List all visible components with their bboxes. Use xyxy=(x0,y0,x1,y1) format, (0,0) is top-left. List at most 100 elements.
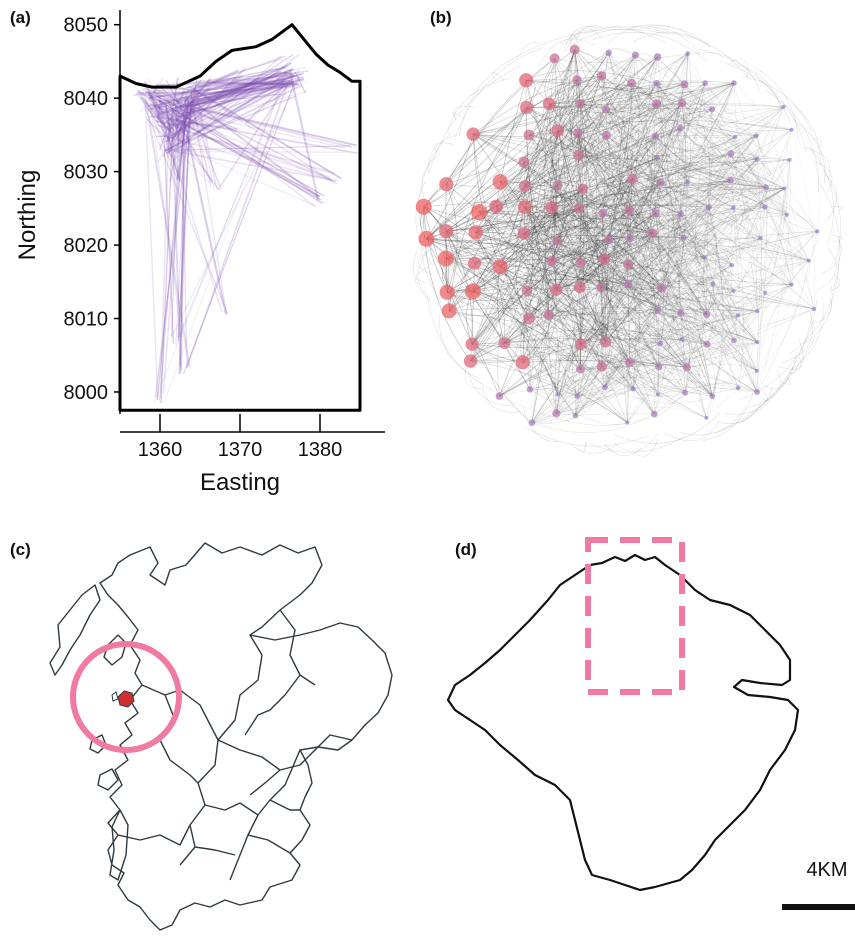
network-edge xyxy=(656,82,734,208)
movement-line xyxy=(145,99,178,180)
network-edge xyxy=(447,210,630,293)
network-edge xyxy=(524,206,660,367)
movement-line xyxy=(194,87,218,191)
movement-line xyxy=(171,109,182,375)
network-edge xyxy=(580,262,713,397)
network-edge xyxy=(578,54,636,156)
skye-outline xyxy=(103,634,127,666)
network-edge xyxy=(604,259,681,314)
network-node xyxy=(569,44,580,55)
movement-chart: 8000 8010 8020 8030 8040 8050 1360 1370 1380 Ea… xyxy=(14,10,385,496)
network-edge xyxy=(601,75,658,159)
network-edge xyxy=(557,130,628,423)
network-edge xyxy=(580,206,710,264)
network-edge xyxy=(632,315,739,390)
movement-line xyxy=(175,98,190,346)
network-edge xyxy=(426,238,662,289)
network-edge xyxy=(627,280,734,292)
network-edge xyxy=(526,54,636,292)
scotland-map xyxy=(49,542,393,931)
network-edge xyxy=(577,133,629,265)
network-edge xyxy=(655,135,736,151)
network-node xyxy=(754,389,760,395)
network-edge xyxy=(570,79,579,156)
network-edge xyxy=(420,184,443,305)
network-edge xyxy=(605,109,710,208)
movement-line xyxy=(171,94,193,142)
network-edge xyxy=(434,142,454,155)
network-node xyxy=(602,130,611,140)
network-edge xyxy=(531,366,603,424)
movement-line xyxy=(149,104,182,336)
network-edge xyxy=(823,169,841,261)
network-edge xyxy=(556,238,631,414)
network-edge xyxy=(579,178,633,288)
network-edge xyxy=(548,314,661,344)
network-edge xyxy=(604,188,785,260)
network-edge xyxy=(742,75,812,132)
network-edge xyxy=(755,68,799,141)
network-edge xyxy=(576,79,735,94)
network-edge xyxy=(601,366,686,397)
movement-line xyxy=(145,87,198,94)
movement-line xyxy=(181,68,295,109)
movement-line xyxy=(187,87,210,106)
movement-line xyxy=(179,77,291,120)
network-edge xyxy=(548,103,653,234)
network-edge xyxy=(470,207,734,362)
movement-line xyxy=(175,126,332,179)
network-edge xyxy=(495,206,631,363)
network-edge xyxy=(516,28,661,57)
network-edge xyxy=(445,231,581,370)
network-edge xyxy=(687,182,758,372)
movement-line xyxy=(156,107,168,132)
network-edge xyxy=(578,208,708,345)
network-edge xyxy=(471,212,604,345)
network-edge xyxy=(551,260,658,311)
network-edge xyxy=(528,134,658,311)
panel-label-a: (a) xyxy=(10,8,31,27)
network-edge xyxy=(524,79,578,187)
movement-line xyxy=(197,87,254,95)
network-node xyxy=(464,283,481,300)
movement-line xyxy=(275,71,290,81)
network-edge xyxy=(632,82,706,390)
network-edge xyxy=(551,236,684,262)
network-node xyxy=(703,310,711,318)
network-edge xyxy=(605,109,792,285)
network-edge xyxy=(635,54,788,216)
network-edge xyxy=(764,206,818,232)
network-edge xyxy=(523,233,708,345)
network-edge xyxy=(808,227,822,261)
network-edge xyxy=(551,192,583,209)
network-edge xyxy=(556,287,602,395)
network-edge xyxy=(629,237,809,261)
network-edge xyxy=(630,135,656,180)
network-edge xyxy=(815,248,837,292)
network-edge xyxy=(523,158,758,234)
network-edge xyxy=(629,210,758,393)
network-edge xyxy=(479,211,653,234)
network-edge xyxy=(601,286,707,315)
network-edge xyxy=(523,233,631,363)
network-edge xyxy=(656,157,685,238)
network-edge xyxy=(448,107,527,311)
network-edge xyxy=(578,157,658,209)
movement-line xyxy=(159,120,170,399)
network-edge xyxy=(684,129,792,393)
network-edge xyxy=(656,83,758,160)
network-edge xyxy=(601,84,685,288)
network-edge xyxy=(629,283,714,363)
network-edge xyxy=(449,308,708,345)
network-edge xyxy=(578,198,681,215)
network-edge xyxy=(619,83,632,239)
movement-line xyxy=(168,79,259,111)
network-edge xyxy=(556,212,657,414)
network-edge xyxy=(492,72,505,82)
network-edge xyxy=(632,178,684,238)
network-edge xyxy=(627,206,710,285)
network-edge xyxy=(605,109,689,183)
network-edge xyxy=(703,82,739,316)
network-edge xyxy=(577,386,758,397)
rum-island-marker xyxy=(117,690,135,708)
